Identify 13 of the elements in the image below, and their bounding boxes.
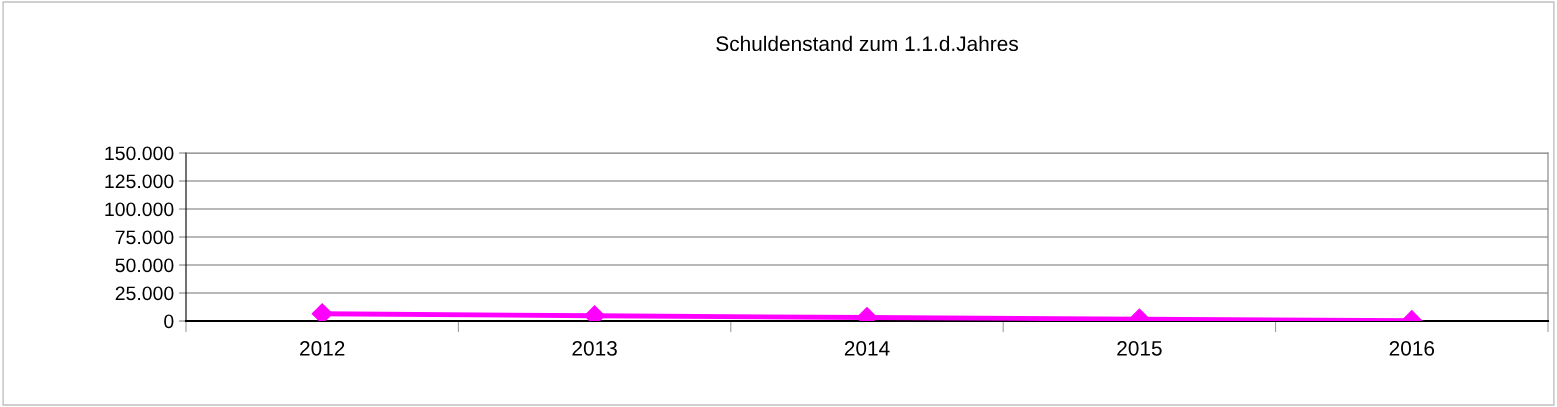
chart-title: Schuldenstand zum 1.1.d.Jahres: [716, 35, 1018, 52]
y-tick-label: 125.000: [105, 174, 174, 189]
y-tick-label: 150.000: [105, 146, 174, 161]
x-tick-label: 2012: [300, 340, 345, 356]
x-tick-label: 2016: [1389, 340, 1435, 356]
y-tick-label: 25.000: [115, 286, 174, 301]
y-tick-label: 0: [164, 314, 174, 329]
y-tick-label: 75.000: [115, 230, 174, 245]
y-tick-label: 100.000: [105, 202, 174, 217]
x-tick-label: 2013: [572, 340, 617, 356]
y-tick-label: 50.000: [115, 258, 174, 273]
x-tick-label: 2015: [1117, 340, 1162, 356]
x-tick-label: 2014: [844, 340, 890, 356]
